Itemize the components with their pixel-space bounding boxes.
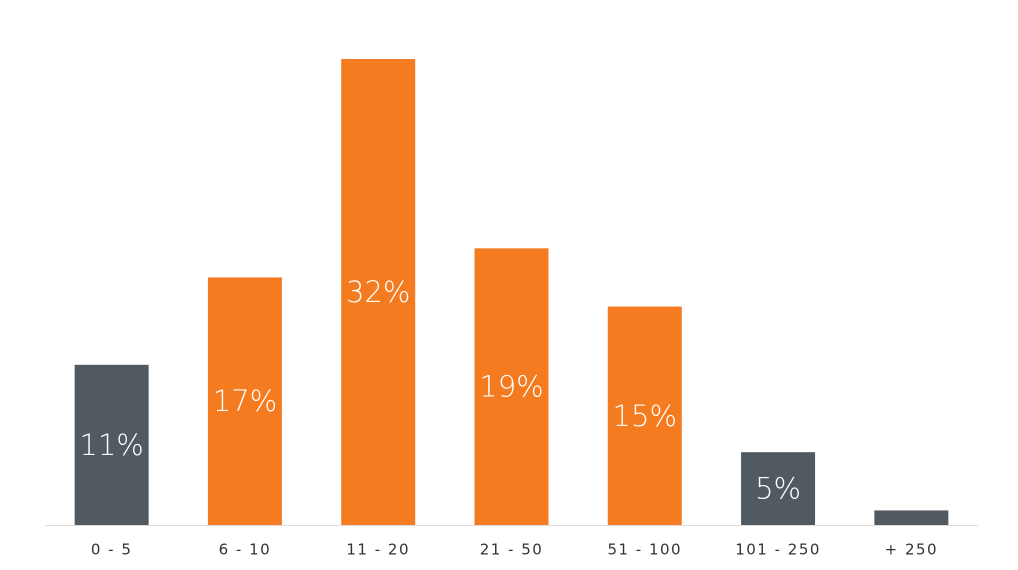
bar (207, 277, 282, 525)
value-label: 5% (755, 472, 801, 506)
bar (741, 452, 816, 525)
value-label: 11% (79, 428, 143, 462)
x-tick-label: 11 - 20 (346, 541, 410, 559)
x-tick-label: + 250 (885, 541, 938, 559)
x-tick-label: 101 - 250 (735, 541, 821, 559)
bar (474, 248, 549, 525)
x-tick-label: 0 - 5 (91, 541, 133, 559)
bar (607, 306, 682, 525)
value-label: 32% (346, 275, 410, 309)
bar (341, 59, 416, 525)
x-tick-label: 6 - 10 (219, 541, 272, 559)
bar (74, 364, 149, 525)
value-label: 19% (479, 370, 543, 404)
value-label: 17% (213, 384, 277, 418)
bar (874, 510, 949, 525)
x-tick-label: 51 - 100 (607, 541, 682, 559)
x-tick-label: 21 - 50 (480, 541, 544, 559)
value-label: 15% (613, 399, 677, 433)
